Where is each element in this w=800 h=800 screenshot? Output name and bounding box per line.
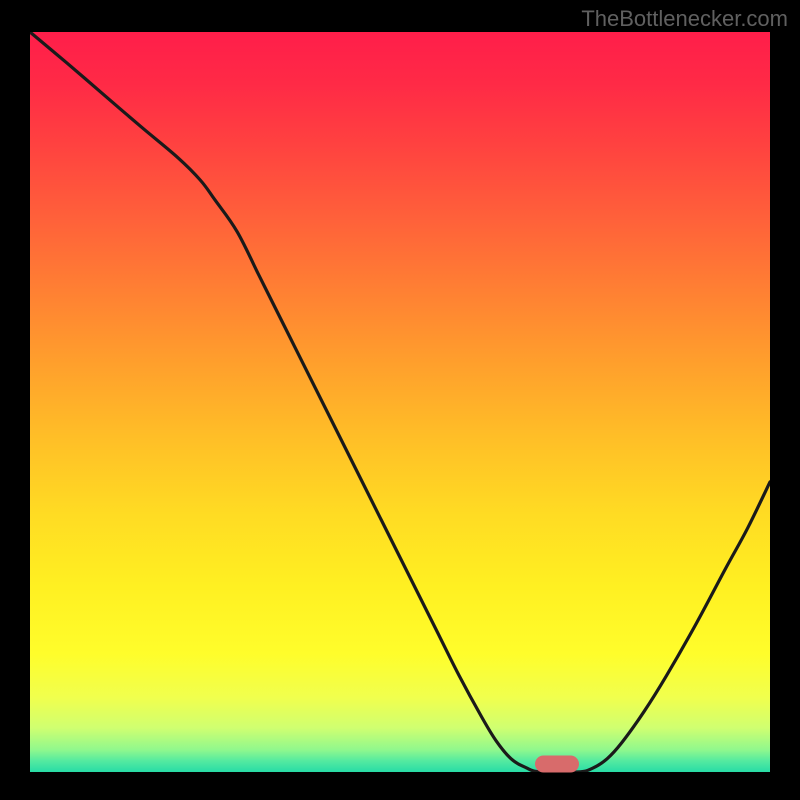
plot-area <box>30 32 770 772</box>
optimal-marker <box>535 755 579 772</box>
watermark-text: TheBottlenecker.com <box>581 6 788 32</box>
chart-container: TheBottlenecker.com <box>0 0 800 800</box>
bottleneck-curve <box>30 32 770 772</box>
